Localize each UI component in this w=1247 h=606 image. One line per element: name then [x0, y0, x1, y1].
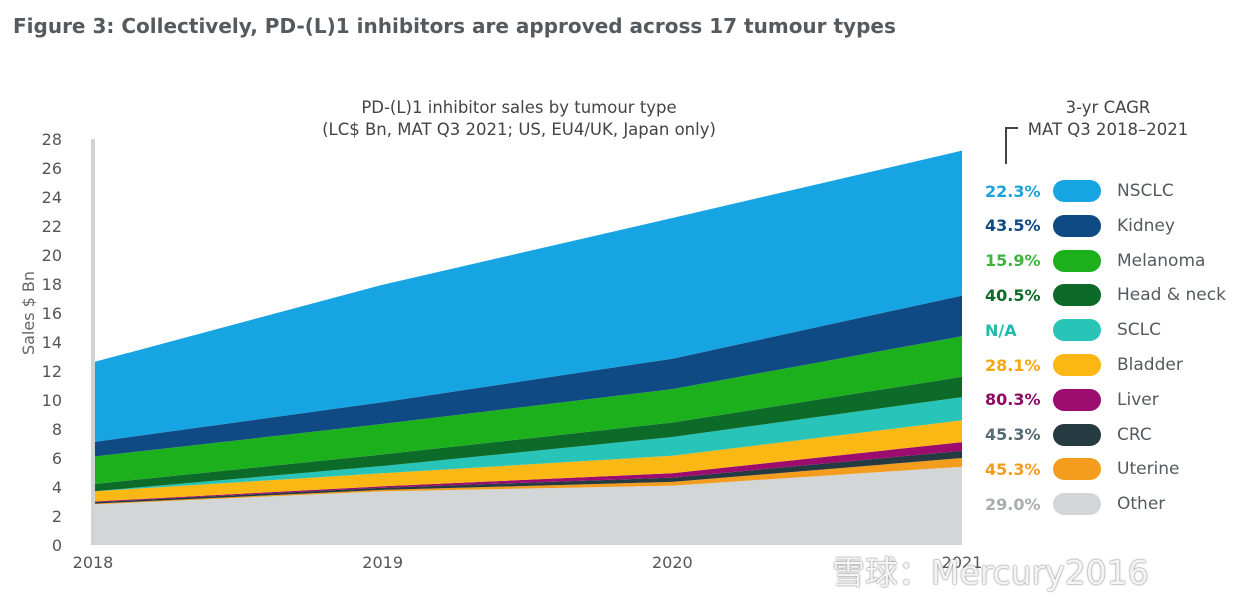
legend-label: CRC [1117, 424, 1152, 445]
area-kidney [93, 295, 962, 457]
legend-cagr-value: 40.5% [985, 285, 1041, 305]
y-tick-label: 8 [52, 420, 62, 439]
legend-cagr-value: 28.1% [985, 355, 1041, 375]
legend-swatch [1053, 354, 1101, 376]
watermark: 雪球：Mercury2016 [832, 553, 1149, 592]
legend-cagr-value: 29.0% [985, 494, 1041, 514]
legend-label: Uterine [1117, 459, 1180, 480]
legend-cagr-value: 22.3% [985, 181, 1041, 201]
x-tick-label: 2021 [942, 553, 983, 572]
x-tick-label: 2019 [362, 553, 403, 572]
legend-swatch [1053, 214, 1101, 237]
y-tick-label: 16 [42, 304, 62, 323]
legend-header-line2: MAT Q3 2018–2021 [1028, 120, 1189, 139]
legend-item-crc: 45.3% CRC [985, 422, 1152, 448]
legend-item-bladder: 28.1% Bladder [985, 352, 1183, 378]
legend-swatch [1053, 319, 1101, 342]
legend-label: Melanoma [1117, 250, 1206, 271]
legend-item-other: 29.0% Other [985, 491, 1165, 517]
y-tick-label: 22 [42, 217, 62, 236]
legend-cagr-value: 43.5% [985, 216, 1041, 236]
legend-swatch [1053, 180, 1101, 202]
legend-swatch [1053, 388, 1101, 411]
x-tick-label: 2020 [652, 553, 693, 572]
y-tick-label: 20 [42, 246, 62, 265]
y-tick-label: 2 [52, 507, 62, 526]
area-bladder [93, 420, 962, 502]
legend-label: Liver [1117, 389, 1159, 410]
y-tick-label: 28 [42, 130, 62, 149]
y-tick-label: 10 [42, 391, 62, 410]
y-tick-label: 6 [52, 449, 62, 468]
legend-cagr-value: 45.3% [985, 425, 1041, 445]
y-tick-label: 24 [42, 188, 62, 207]
area-other [93, 466, 962, 545]
area-melanoma [93, 336, 962, 485]
area-uterine [93, 458, 962, 505]
y-tick-label: 4 [52, 478, 62, 497]
legend-item-kidney: 43.5% Kidney [985, 213, 1175, 239]
legend-swatch [1053, 249, 1101, 272]
legend-label: Bladder [1117, 355, 1183, 375]
legend-cagr-value: 80.3% [985, 390, 1041, 410]
legend-item-melanoma: 15.9% Melanoma [985, 248, 1205, 274]
legend-item-uterine: 45.3% Uterine [985, 456, 1180, 482]
legend-item-head-neck: 40.5% Head & neck [985, 282, 1226, 308]
legend-swatch [1053, 493, 1101, 516]
legend-swatch [1053, 284, 1101, 307]
area-nsclc [93, 150, 962, 443]
legend-cagr-value: N/A [985, 320, 1017, 340]
legend-label: SCLC [1117, 320, 1162, 341]
legend-label: Other [1117, 494, 1166, 515]
chart-subtitle: (LC$ Bn, MAT Q3 2021; US, EU4/UK, Japan … [322, 120, 716, 139]
legend-cagr-value: 15.9% [985, 251, 1041, 271]
y-tick-label: 12 [42, 362, 62, 381]
legend-label: NSCLC [1117, 181, 1174, 201]
chart-title: PD-(L)1 inhibitor sales by tumour type [361, 98, 676, 117]
legend-label: Head & neck [1117, 285, 1226, 306]
y-axis-label: Sales $ Bn [19, 271, 38, 355]
legend-label: Kidney [1117, 215, 1175, 236]
legend-item-liver: 80.3% Liver [985, 387, 1159, 413]
legend-swatch [1053, 458, 1101, 481]
legend-header-line1: 3-yr CAGR [1066, 98, 1151, 117]
figure-title: Figure 3: Collectively, PD-(L)1 inhibito… [13, 14, 896, 38]
x-tick-label: 2018 [73, 553, 114, 572]
y-tick-label: 0 [52, 536, 62, 555]
y-tick-label: 18 [42, 275, 62, 294]
area-head-neck [93, 376, 962, 492]
area-crc [93, 450, 962, 504]
y-tick-label: 14 [42, 333, 62, 352]
legend-item-sclc: N/A SCLC [985, 317, 1161, 343]
legend-cagr-value: 45.3% [985, 459, 1041, 479]
legend-item-nsclc: 22.3% NSCLC [985, 178, 1174, 204]
y-tick-label: 26 [42, 159, 62, 178]
legend-bracket [1005, 127, 1018, 164]
legend-swatch [1053, 423, 1101, 446]
